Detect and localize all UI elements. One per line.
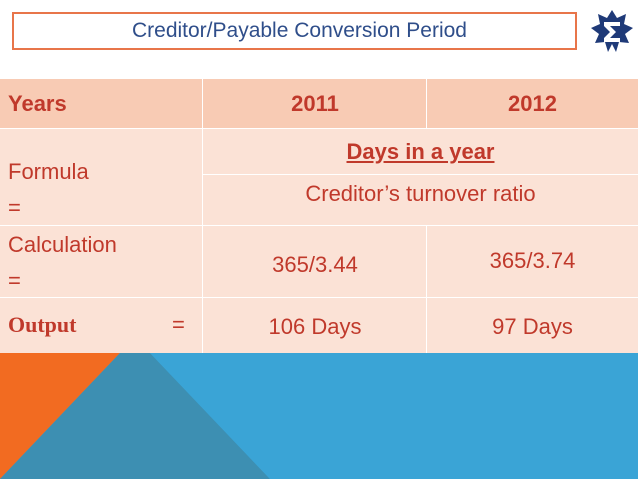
year-2012-header: 2012 [508,91,557,116]
years-label: Years [8,91,67,116]
years-label-cell: Years [0,79,203,129]
formula-label-cell: Formula = [0,129,203,226]
calculation-eq: = [8,268,21,293]
formula-label: Formula [8,159,89,184]
sigma-star-logo-icon [591,10,633,52]
output-label: Output [8,312,77,337]
output-label-cell: Output = [0,298,203,355]
formula-denominator-cell: Creditor’s turnover ratio [203,175,638,226]
header-row-bg [0,79,638,129]
formula-numerator: Days in a year [346,139,495,164]
calc-2012: 365/3.74 [489,248,576,273]
slide-title: Creditor/Payable Conversion Period [131,19,467,42]
year-2012-cell: 2012 [427,79,638,129]
year-2011-cell: 2011 [203,79,427,129]
calculation-label-cell: Calculation = [0,226,203,298]
output-2012: 97 Days [492,314,573,339]
output-eq: = [172,312,185,337]
calc-2011-cell: 365/3.44 [203,226,427,298]
formula-denominator: Creditor’s turnover ratio [305,181,536,206]
output-2012-cell: 97 Days [427,298,638,355]
formula-eq: = [8,195,21,220]
year-2011-header: 2011 [291,91,339,116]
formula-numerator-cell: Days in a year [203,129,638,175]
calc-2012-cell: 365/3.74 [427,226,638,298]
conversion-table: Years 2011 2012 Formula = Days in a year… [0,77,638,355]
calc-2011: 365/3.44 [272,252,358,277]
output-2011-cell: 106 Days [203,298,427,355]
decorative-footer-shapes [0,353,638,479]
calculation-label: Calculation [8,232,117,257]
decorative-footer [0,353,638,479]
slide-title-box: Creditor/Payable Conversion Period [12,12,577,50]
output-2011: 106 Days [268,314,362,339]
